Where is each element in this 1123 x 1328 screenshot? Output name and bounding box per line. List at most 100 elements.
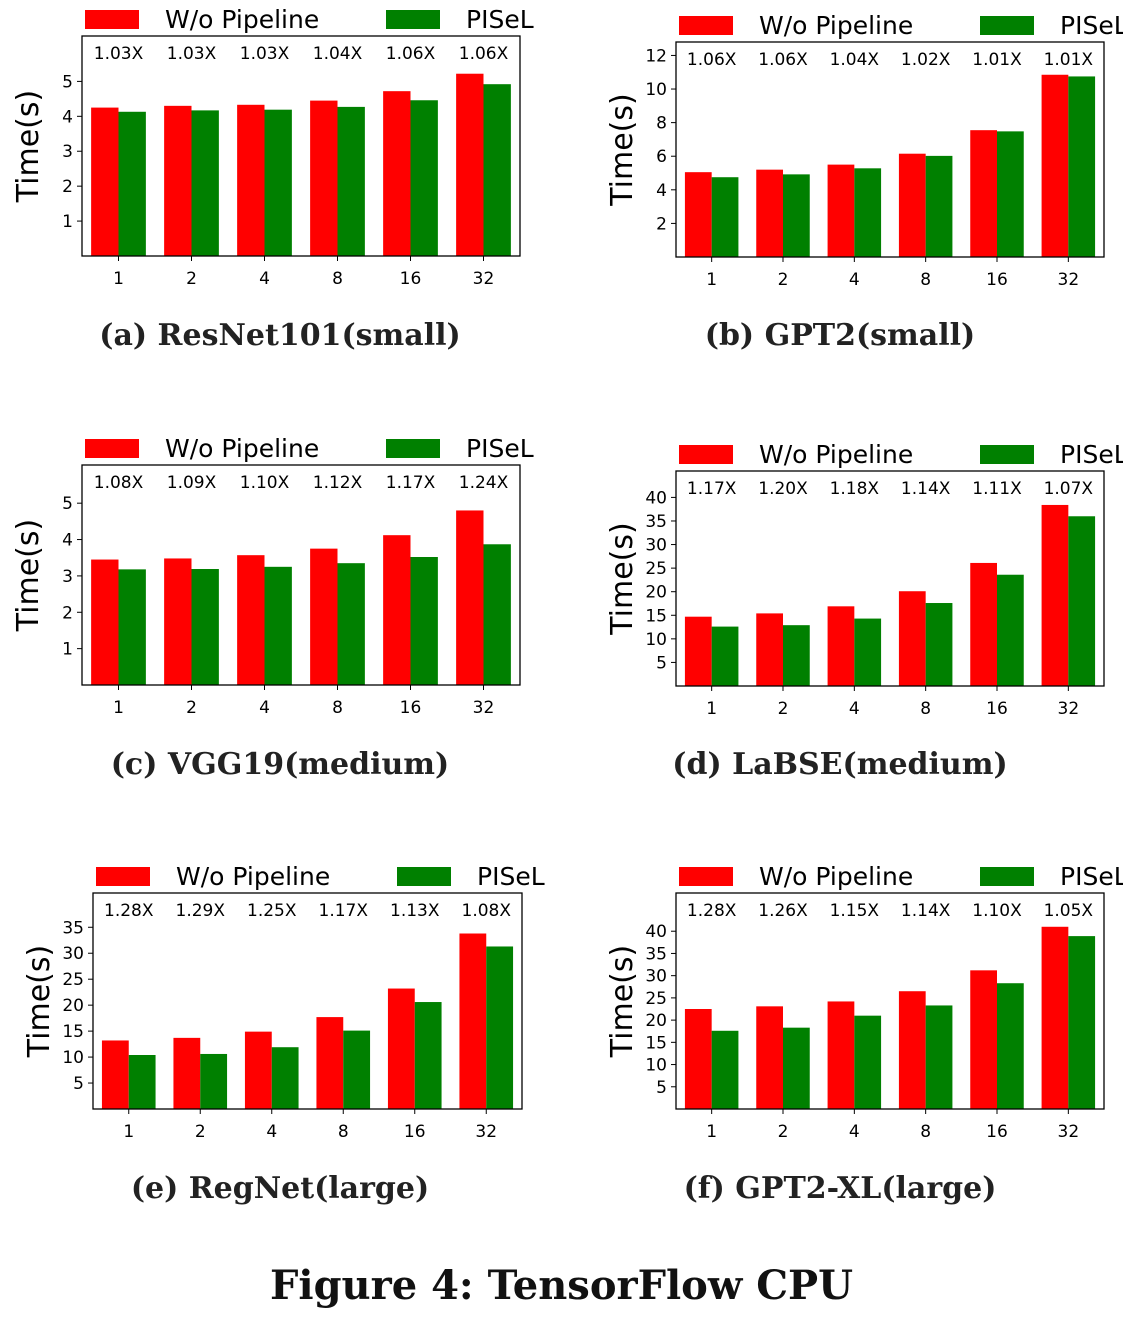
speedup-label: 1.07X	[1044, 479, 1094, 499]
x-tick-label: 1	[123, 1122, 134, 1142]
x-tick-label: 4	[266, 1122, 277, 1142]
bar-pisel	[854, 168, 882, 257]
speedup-label: 1.04X	[830, 50, 880, 70]
chart-caption-c: (c) VGG19(medium)	[110, 747, 450, 782]
x-tick-label: 2	[778, 1122, 789, 1142]
figure-caption: Figure 4: TensorFlow CPU	[269, 1262, 854, 1309]
y-tick-label: 30	[645, 536, 667, 556]
legend-pisel-swatch	[980, 445, 1034, 464]
chart-svg-a: 1 1.03X 2 1.03X 4 1.03X 8 1.04X 16 1.06X 32 1.06X 1 2…	[11, 5, 534, 289]
x-tick-label: 16	[986, 270, 1008, 290]
y-tick-label: 10	[645, 1056, 667, 1076]
y-tick-label: 25	[62, 970, 84, 990]
x-tick-label: 2	[186, 269, 197, 289]
bar-pisel	[711, 1030, 739, 1109]
bar-wo-pipeline	[970, 562, 997, 686]
legend-pisel-label: PISeL	[466, 434, 534, 463]
speedup-label: 1.18X	[830, 479, 880, 499]
y-axis-label: Time(s)	[22, 945, 57, 1058]
y-axis-label: Time(s)	[605, 522, 640, 635]
bar-wo-pipeline	[237, 104, 265, 257]
y-tick-label: 20	[62, 996, 84, 1016]
chart-svg-d: 1 1.17X 2 1.20X 4 1.18X 8 1.14X 16 1.11X 32 1.07X 5 1…	[605, 440, 1123, 719]
bar-wo-pipeline	[827, 164, 855, 257]
x-tick-label: 4	[259, 698, 270, 718]
bar-pisel	[925, 1005, 953, 1109]
y-tick-label: 4	[62, 107, 73, 127]
y-axis-label: Time(s)	[11, 519, 46, 632]
bar-wo-pipeline	[970, 130, 997, 257]
chart-caption-b: (b) GPT2(small)	[704, 318, 976, 353]
y-tick-label: 6	[656, 147, 667, 167]
y-tick-label: 15	[62, 1022, 84, 1042]
bar-pisel	[118, 111, 146, 257]
chart-panel-e: 1 1.28X 2 1.29X 4 1.25X 8 1.17X 16 1.13X 32 1.08X 5 1…	[0, 851, 560, 1271]
bar-pisel	[483, 84, 511, 256]
speedup-label: 1.02X	[901, 50, 951, 70]
x-tick-label: 32	[1058, 699, 1080, 719]
x-tick-label: 16	[404, 1122, 426, 1142]
bar-pisel	[997, 983, 1024, 1109]
x-tick-label: 8	[920, 1122, 931, 1142]
bar-pisel	[337, 563, 365, 685]
legend-wo-pipeline-swatch	[85, 10, 139, 29]
speedup-label: 1.01X	[1044, 50, 1094, 70]
y-tick-label: 10	[645, 80, 667, 100]
bar-pisel	[264, 109, 292, 256]
legend-wo-pipeline-label: W/o Pipeline	[165, 5, 319, 34]
speedup-label: 1.05X	[1044, 901, 1094, 921]
y-tick-label: 30	[62, 944, 84, 964]
bar-pisel	[486, 946, 514, 1109]
speedup-label: 1.24X	[459, 473, 509, 493]
y-tick-label: 4	[656, 181, 667, 201]
bar-pisel	[783, 174, 810, 257]
y-axis-label: Time(s)	[605, 93, 640, 206]
bar-wo-pipeline	[1041, 926, 1069, 1109]
legend-wo-pipeline-swatch	[679, 445, 733, 464]
bar-pisel	[337, 106, 365, 256]
bar-pisel	[271, 1047, 299, 1109]
x-tick-label: 8	[920, 270, 931, 290]
speedup-label: 1.12X	[313, 473, 363, 493]
bar-pisel	[925, 155, 953, 257]
y-tick-label: 5	[656, 653, 667, 673]
x-tick-label: 8	[332, 269, 343, 289]
bar-wo-pipeline	[684, 616, 712, 686]
y-axis-label: Time(s)	[605, 945, 640, 1058]
speedup-label: 1.03X	[240, 44, 290, 64]
speedup-label: 1.06X	[687, 50, 737, 70]
x-tick-label: 32	[1058, 1122, 1080, 1142]
y-tick-label: 5	[656, 1078, 667, 1098]
bar-wo-pipeline	[684, 1009, 712, 1109]
bar-pisel	[711, 177, 739, 257]
speedup-label: 1.17X	[687, 479, 737, 499]
bar-wo-pipeline	[456, 510, 484, 685]
speedup-label: 1.29X	[176, 901, 226, 921]
bar-wo-pipeline	[898, 153, 926, 257]
speedup-label: 1.17X	[319, 901, 369, 921]
legend-pisel-swatch	[980, 16, 1034, 35]
legend-pisel-swatch	[386, 10, 440, 29]
bar-wo-pipeline	[164, 105, 192, 256]
x-tick-label: 8	[338, 1122, 349, 1142]
chart-panel-d: 1 1.17X 2 1.20X 4 1.18X 8 1.14X 16 1.11X 32 1.07X 5 1…	[560, 429, 1123, 849]
bar-wo-pipeline	[827, 606, 855, 686]
plot-frame	[675, 41, 1105, 258]
bar-wo-pipeline	[310, 100, 338, 256]
legend-wo-pipeline-swatch	[85, 439, 139, 458]
bar-pisel	[711, 626, 739, 686]
y-tick-label: 10	[62, 1048, 84, 1068]
legend-pisel-swatch	[397, 867, 451, 886]
y-tick-label: 25	[645, 559, 667, 579]
legend-pisel-label: PISeL	[466, 5, 534, 34]
chart-caption-e: (e) RegNet(large)	[130, 1171, 430, 1206]
bar-wo-pipeline	[383, 91, 411, 256]
legend-wo-pipeline-swatch	[679, 16, 733, 35]
x-tick-label: 1	[706, 1122, 717, 1142]
y-tick-label: 35	[645, 944, 667, 964]
chart-svg-c: 1 1.08X 2 1.09X 4 1.10X 8 1.12X 16 1.17X 32 1.24X 1 2…	[11, 434, 534, 718]
legend-pisel-swatch	[980, 867, 1034, 886]
y-tick-label: 3	[62, 142, 73, 162]
x-tick-label: 4	[849, 699, 860, 719]
bar-wo-pipeline	[970, 970, 997, 1109]
